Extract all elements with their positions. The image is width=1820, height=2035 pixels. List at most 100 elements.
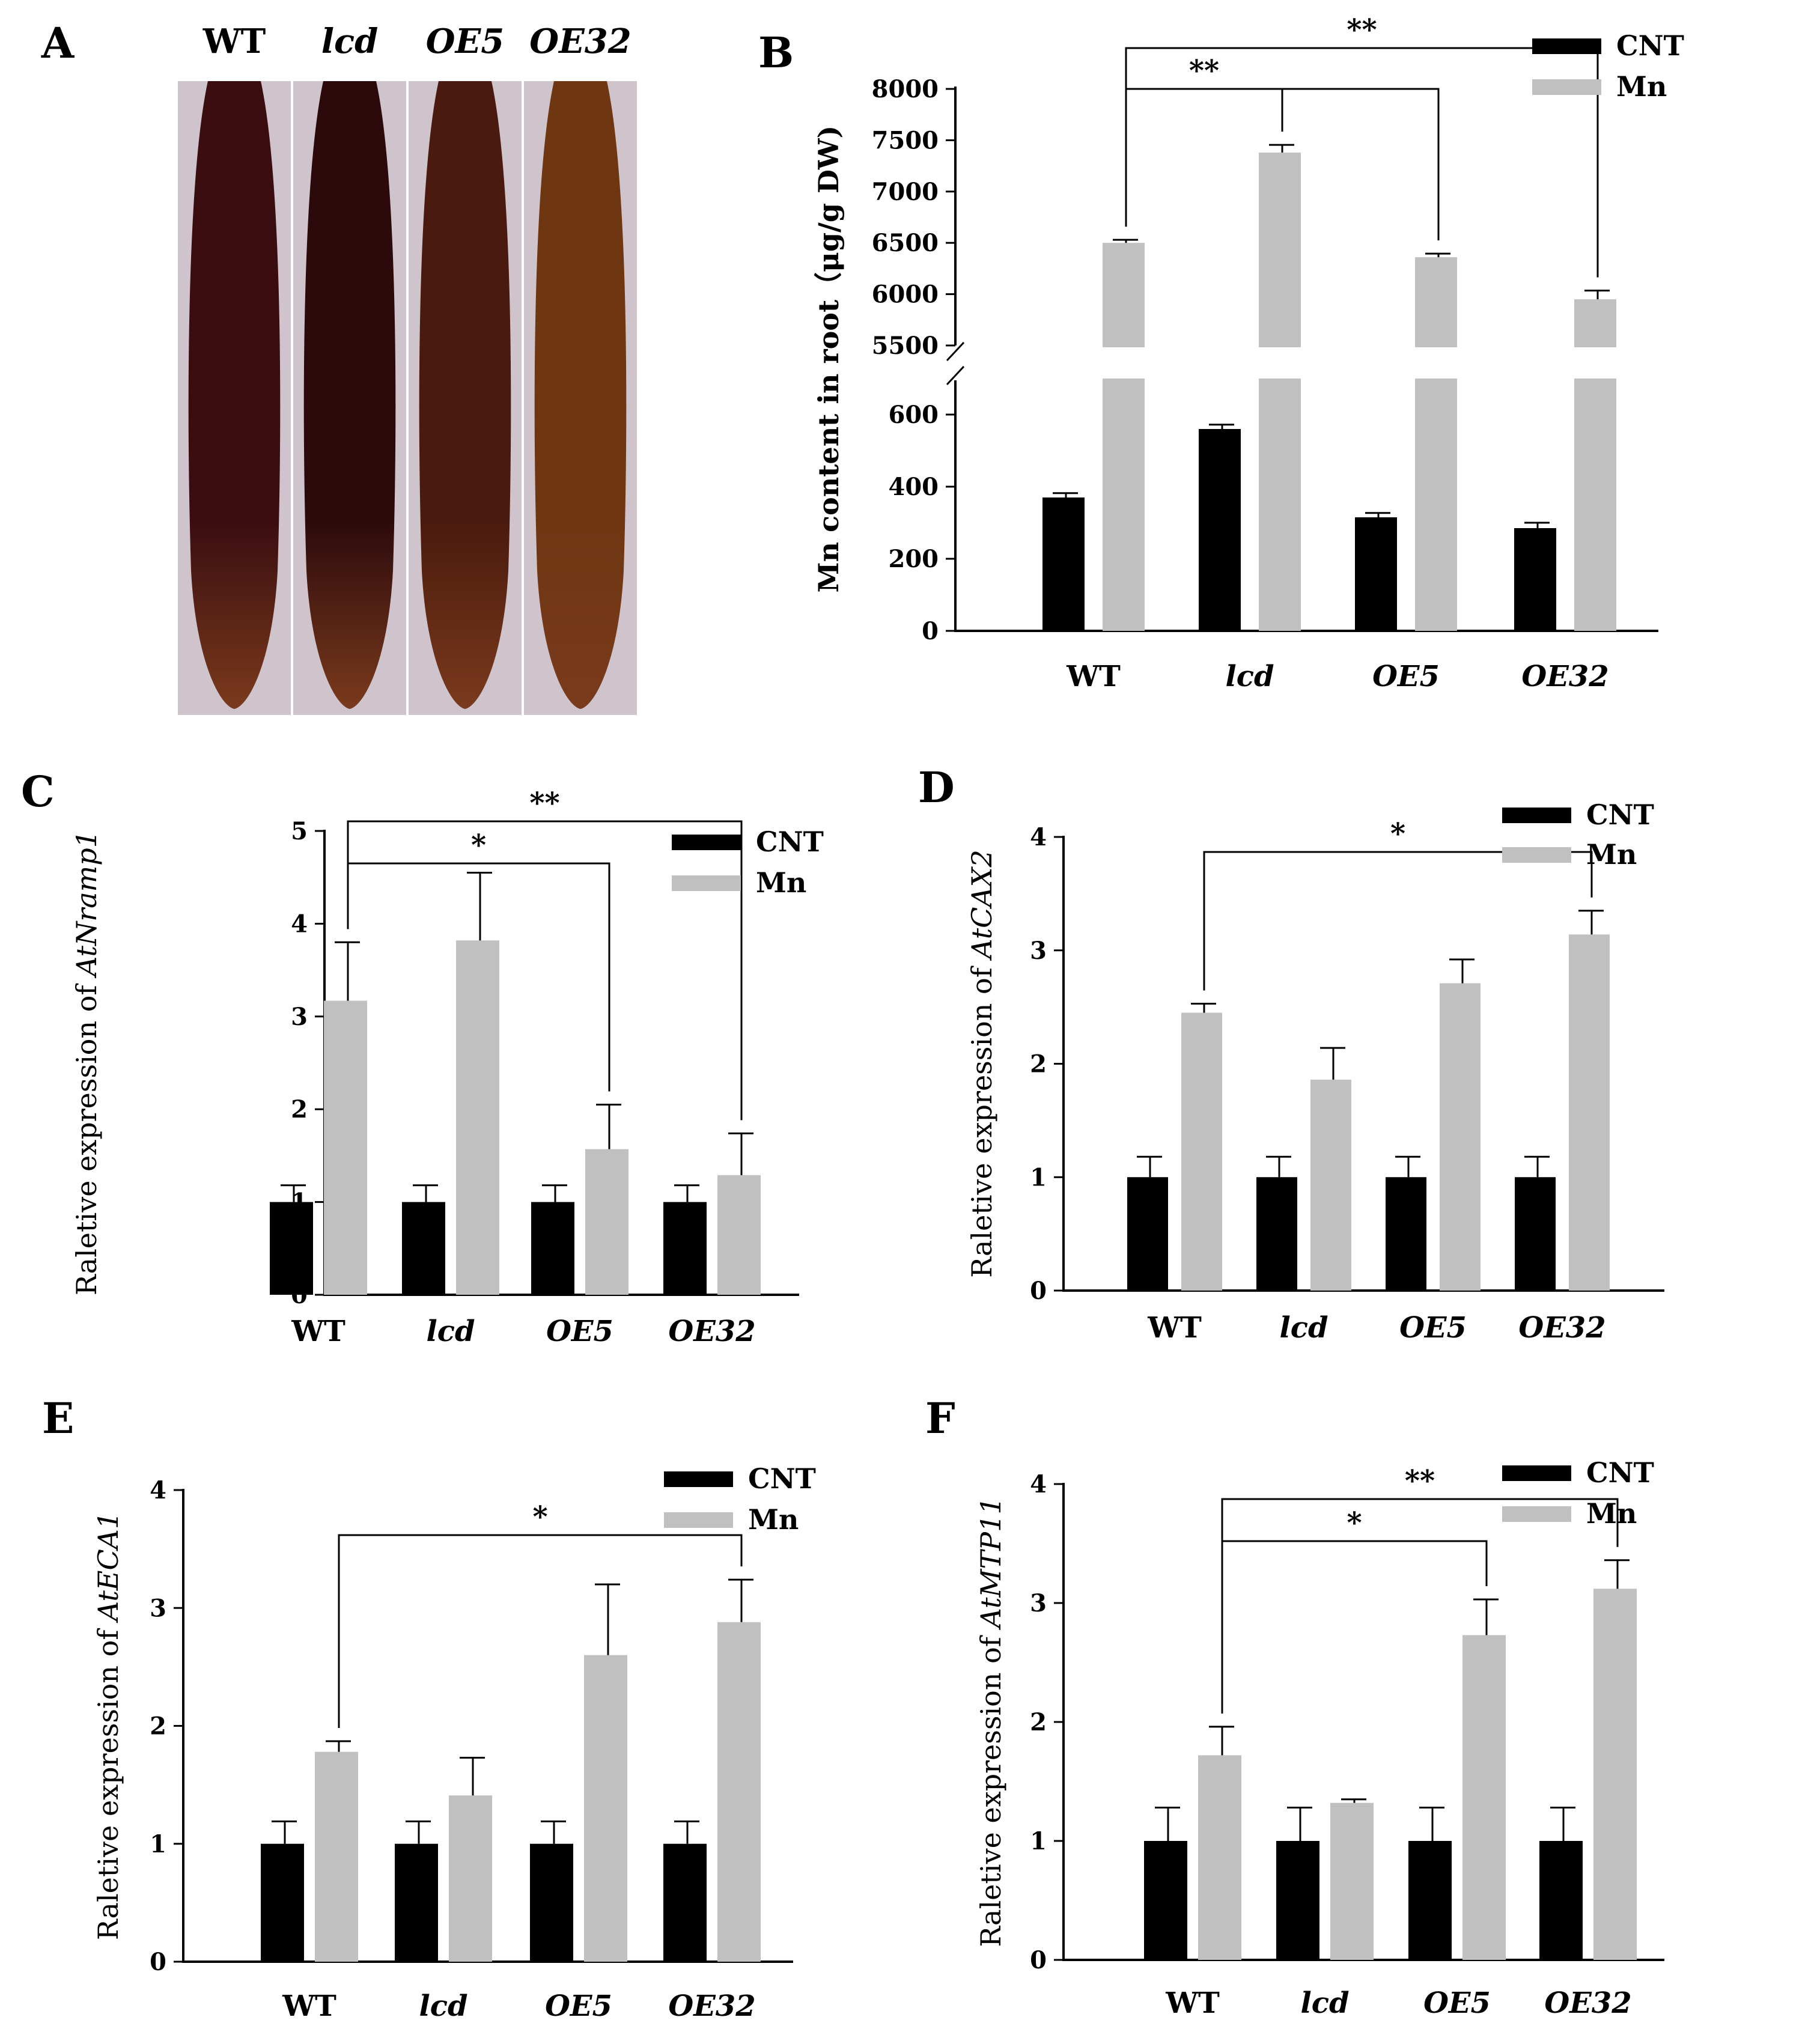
y-tick-label: 8000 — [872, 75, 939, 103]
axis-break-gap — [1256, 347, 1303, 379]
bar-cnt-lcd — [1276, 1841, 1319, 1960]
root-tip — [534, 81, 627, 709]
bar-cnt-oe32 — [1539, 1841, 1583, 1960]
x-tick-label-oe32: OE32 — [1521, 660, 1608, 693]
significance-label: * — [1347, 1506, 1362, 1540]
x-tick-label-lcd: lcd — [1279, 1311, 1328, 1345]
y-axis-title-prefix: Raletive expression of — [92, 1621, 124, 1940]
y-tick-label: 3 — [150, 1594, 166, 1622]
y-axis-title: Raletive expression of AtMTP11 — [975, 1497, 1007, 1947]
legend-label-cnt: CNT — [1616, 29, 1684, 62]
legend-label-cnt: CNT — [748, 1462, 816, 1495]
bar-mn-oe32 — [717, 1622, 761, 1962]
significance-label: ** — [1405, 1464, 1435, 1498]
root-tip — [303, 81, 396, 709]
micrograph-label-wt: WT — [202, 22, 266, 61]
legend-swatch-cnt — [1502, 1465, 1571, 1481]
bar-mn-oe5 — [584, 1655, 627, 1962]
legend-swatch-mn — [1532, 79, 1601, 95]
y-tick-label: 0 — [922, 617, 939, 645]
bar-mn-lcd — [456, 940, 499, 1295]
legend-swatch-cnt — [1532, 38, 1601, 54]
bar-cnt-oe5 — [1408, 1841, 1452, 1960]
significance-label: * — [532, 1500, 547, 1534]
legend-label-mn: Mn — [1616, 70, 1667, 103]
legend-label-cnt: CNT — [1586, 1456, 1654, 1489]
x-tick-label-lcd: lcd — [1225, 660, 1274, 693]
y-axis-title-gene: AtMTP11 — [975, 1497, 1007, 1630]
y-axis-title-prefix: Raletive expression of — [966, 959, 998, 1278]
y-tick-label: 5 — [291, 817, 308, 845]
x-tick-label-oe32: OE32 — [1544, 1986, 1631, 2020]
bar-cnt-wt — [1144, 1841, 1187, 1960]
bar-mn-oe5 — [585, 1149, 628, 1295]
bar-mn-oe5 — [1462, 1635, 1506, 1960]
y-tick-label: 0 — [150, 1948, 166, 1976]
bar-mn-oe32 — [1569, 934, 1610, 1291]
legend-swatch-cnt — [1502, 808, 1571, 823]
bar-cnt-oe5 — [1386, 1177, 1426, 1291]
significance-bracket — [1125, 47, 1599, 278]
panel-letter-b: B — [758, 28, 794, 78]
y-tick-label: 2 — [150, 1712, 166, 1741]
significance-bracket — [338, 1534, 743, 1729]
bar-cnt-wt — [261, 1843, 304, 1962]
significance-bracket — [1221, 1498, 1619, 1714]
bar-mn-lcd — [1310, 1079, 1351, 1291]
y-axis-title-gene: AtNramp1 — [70, 830, 103, 979]
y-tick-label: 2 — [1030, 1708, 1047, 1736]
y-tick-label: 7500 — [872, 126, 939, 154]
x-tick-label-oe5: OE5 — [545, 1989, 612, 2023]
y-tick-label: 2 — [1030, 1050, 1047, 1078]
significance-bracket — [347, 820, 743, 1121]
y-tick-label: 200 — [889, 545, 939, 573]
x-tick-label-oe5: OE5 — [1399, 1311, 1467, 1345]
bar-cnt-oe32 — [663, 1202, 707, 1295]
bar-mn-oe32 — [717, 1175, 761, 1295]
legend-label-cnt: CNT — [1586, 798, 1654, 831]
chart-panel-c: C012345Raletive expression of AtNramp1WT… — [21, 767, 824, 1348]
legend-label-mn: Mn — [756, 866, 806, 899]
x-tick-label-lcd: lcd — [1300, 1986, 1349, 2020]
x-tick-label-wt: WT — [1147, 1311, 1202, 1345]
bar-cnt-oe32 — [1515, 1177, 1556, 1291]
y-tick-label: 3 — [291, 1003, 308, 1031]
bar-mn-lcd — [449, 1795, 492, 1962]
y-tick-label: 3 — [1030, 1589, 1047, 1617]
x-tick-label-wt: WT — [1165, 1986, 1220, 2020]
y-tick-label: 6500 — [872, 229, 939, 257]
y-axis-title-prefix: Raletive expression of — [70, 976, 103, 1295]
x-tick-label-oe32: OE32 — [668, 1989, 755, 2023]
axis-break-mark — [946, 365, 965, 386]
significance-label: * — [471, 829, 486, 862]
bar-cnt-oe32 — [1514, 528, 1556, 631]
chart-panel-d: D 0 1 2 3 4 Raletive expression of AtCAX2 WT lcd… — [918, 762, 1664, 1345]
y-tick-label: 7000 — [872, 178, 939, 206]
bar-mn-wt — [324, 1000, 367, 1295]
x-tick-label-wt: WT — [291, 1315, 345, 1348]
panel-letter-a: A — [41, 18, 75, 68]
panel-letter-f: F — [925, 1393, 955, 1443]
micrograph-label-lcd: lcd — [321, 22, 379, 61]
x-tick-label-lcd: lcd — [426, 1315, 475, 1348]
y-tick-label: 1 — [150, 1830, 166, 1858]
y-axis-title: Mn content in root（μg/g DW) — [812, 126, 845, 593]
bar-mn-wt — [315, 1751, 358, 1962]
bar-cnt-lcd — [1199, 429, 1241, 631]
y-axis-title: Raletive expression of AtCAX2 — [966, 850, 998, 1277]
y-tick-label: 1 — [1030, 1163, 1047, 1191]
x-tick-label-wt: WT — [282, 1989, 336, 2023]
x-tick-label-oe5: OE5 — [1372, 660, 1440, 693]
panel-a-micrographs: A WT lcd OE5 OE32 — [41, 18, 637, 715]
chart-panel-e: E 0 1 2 3 4 Raletive expression of AtECA1 WT lcd… — [42, 1393, 816, 2023]
significance-bracket — [1203, 851, 1593, 991]
chart-panel-f: F 0 1 2 3 4 Raletive expression of AtMTP11 WT lc… — [925, 1393, 1664, 2020]
legend-swatch-mn — [672, 875, 741, 891]
bar-cnt-oe5 — [530, 1843, 573, 1962]
root-tip — [188, 81, 281, 709]
legend-swatch-mn — [1502, 1506, 1571, 1522]
legend-swatch-cnt — [672, 835, 741, 850]
y-tick-label: 5500 — [872, 332, 939, 360]
